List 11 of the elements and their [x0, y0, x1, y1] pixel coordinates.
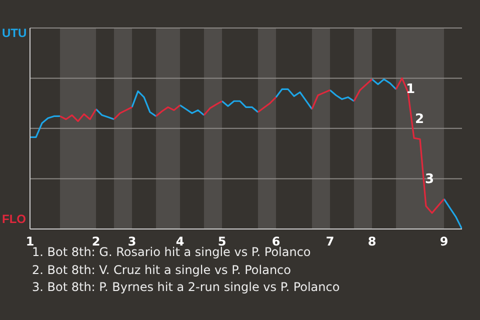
x-tick-label: 1 — [26, 234, 34, 249]
annotation: 3 — [425, 172, 434, 187]
annotation: 2 — [415, 112, 424, 127]
x-tick-label: 7 — [326, 234, 334, 249]
text: 2. Bot 8th: V. Cruz hit a single vs P. Polanco — [32, 262, 292, 278]
annotation: 1 — [406, 82, 416, 97]
text: 3. Bot 8th: P. Byrnes hit a 2-run single vs P. Polanco — [32, 279, 340, 296]
x-tick-label: 9 — [440, 234, 448, 249]
text: UTU — [2, 26, 27, 40]
x-tick-label: 8 — [368, 234, 376, 249]
text: FLO — [2, 212, 26, 226]
